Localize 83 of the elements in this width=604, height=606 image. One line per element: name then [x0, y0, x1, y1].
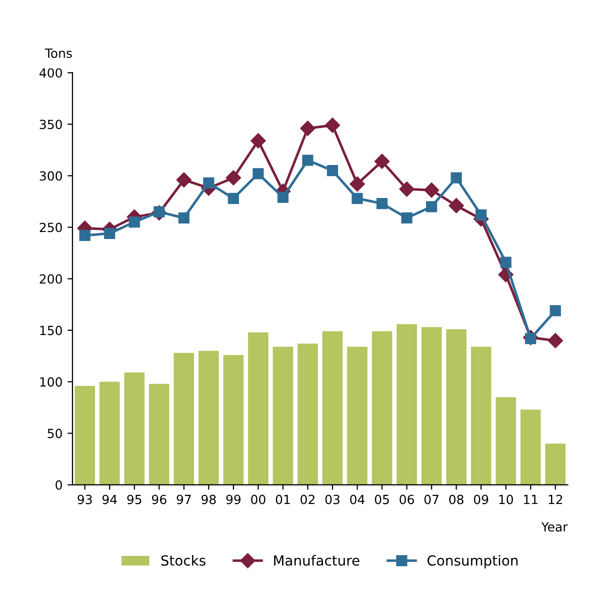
x-tick-label: 95 [127, 494, 142, 504]
point [176, 172, 192, 188]
bar [322, 331, 343, 485]
bar [520, 410, 541, 485]
point [300, 120, 316, 136]
bar [396, 324, 417, 485]
y-tick-label: 350 [40, 120, 62, 130]
y-tick-label: 100 [40, 377, 62, 387]
y-tick-label: 400 [40, 68, 62, 78]
bar [347, 346, 368, 485]
point [326, 165, 338, 176]
x-tick-label: 08 [449, 494, 464, 504]
point [79, 230, 90, 242]
point [128, 216, 140, 228]
x-tick-label: 00 [251, 494, 266, 504]
x-tick-label: 03 [325, 494, 340, 504]
bar [74, 386, 96, 485]
x-tick-label: 07 [424, 494, 438, 504]
y-tick-label: 200 [40, 274, 62, 284]
x-tick-label: 94 [102, 494, 117, 504]
point [228, 192, 239, 204]
x-tick-label: 11 [524, 494, 538, 504]
point [448, 198, 464, 214]
point [203, 177, 214, 189]
point [401, 212, 412, 224]
point [374, 154, 390, 169]
point [426, 201, 438, 212]
point [302, 154, 314, 166]
y-tick-label: 50 [48, 428, 62, 438]
bar [223, 354, 244, 485]
point [399, 182, 414, 197]
legend-label: Stocks [161, 554, 206, 566]
x-axis-title: Year [541, 522, 568, 532]
point [250, 133, 266, 148]
point [350, 176, 365, 192]
point [178, 212, 190, 224]
x-tick-label: 05 [374, 494, 389, 504]
legend-label: Consumption [428, 554, 518, 568]
bar [372, 331, 392, 485]
y-tick-label: 300 [40, 171, 62, 181]
bar [99, 382, 120, 485]
bar [149, 384, 170, 485]
point [500, 256, 512, 268]
bar [272, 346, 294, 485]
point [476, 209, 487, 220]
point [450, 172, 462, 184]
point [424, 182, 440, 198]
point [548, 333, 563, 348]
bar [124, 372, 145, 485]
point [376, 198, 388, 210]
x-tick-label: 96 [152, 494, 166, 504]
x-tick-label: 10 [499, 494, 513, 504]
x-tick-label: 09 [474, 494, 488, 504]
bar [421, 327, 442, 485]
bar [470, 346, 492, 485]
x-tick-label: 02 [300, 494, 314, 504]
point [352, 192, 363, 204]
bar [198, 350, 219, 485]
y-tick-label: 250 [40, 222, 62, 232]
point [252, 168, 264, 180]
point [226, 170, 242, 186]
point [550, 305, 561, 316]
bar [545, 444, 566, 485]
bar [174, 352, 194, 485]
x-tick-label: 06 [400, 494, 414, 504]
point [324, 118, 340, 133]
bar [298, 344, 318, 485]
point [104, 228, 116, 239]
x-tick-label: 04 [350, 494, 365, 504]
x-tick-label: 99 [226, 494, 241, 504]
x-tick-label: 97 [176, 494, 191, 504]
x-tick-label: 01 [276, 494, 290, 504]
y-tick-label: 150 [40, 326, 62, 336]
point [277, 192, 289, 203]
y-tick-label: 0 [56, 480, 62, 490]
x-tick-label: 93 [78, 494, 92, 504]
x-tick-label: 98 [202, 494, 216, 504]
bar [248, 332, 268, 485]
bar [496, 397, 516, 485]
bar [446, 329, 466, 485]
legend-label: Manufacture [274, 554, 360, 566]
x-tick-label: 12 [548, 494, 562, 504]
y-axis-title: Tons [44, 48, 72, 58]
